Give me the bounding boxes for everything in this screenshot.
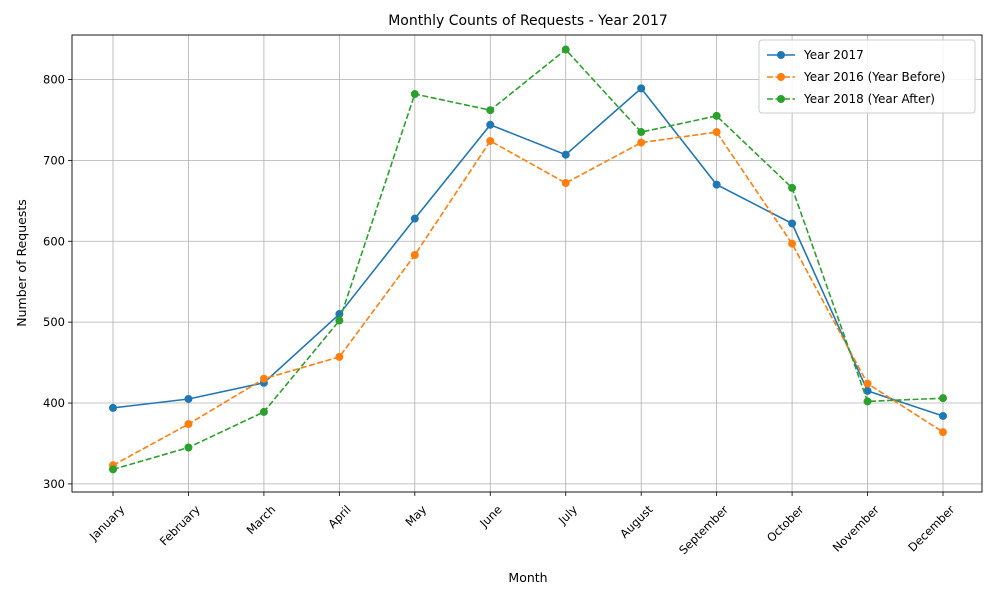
y-tick-label: 500 xyxy=(43,315,65,329)
x-tick-label: October xyxy=(764,502,807,545)
x-axis-ticks: January February March April May June July Augu… xyxy=(86,492,958,557)
x-tick-label: August xyxy=(617,502,656,541)
data-point xyxy=(259,407,268,416)
data-point xyxy=(486,136,495,145)
data-point xyxy=(335,352,344,361)
series-line xyxy=(112,48,944,471)
data-point xyxy=(184,394,193,403)
x-tick-label: April xyxy=(325,502,353,530)
data-point xyxy=(788,219,797,228)
data-point xyxy=(712,180,721,189)
data-point xyxy=(637,138,646,147)
data-point xyxy=(712,128,721,137)
data-point xyxy=(259,374,268,383)
plot-area-frame xyxy=(71,34,983,493)
y-tick-label: 400 xyxy=(43,396,65,410)
data-point xyxy=(637,128,646,137)
data-point xyxy=(410,90,419,99)
data-point xyxy=(863,386,872,395)
data-point xyxy=(184,443,193,452)
legend-item: Year 2018 (Year After) xyxy=(767,92,935,106)
legend-label: Year 2018 (Year After) xyxy=(803,92,935,106)
y-axis-title: Number of Requests xyxy=(14,199,29,327)
x-tick-label: September xyxy=(676,502,731,557)
data-point xyxy=(712,111,721,120)
legend-marker xyxy=(777,51,785,59)
x-tick-label: June xyxy=(476,502,504,530)
data-point xyxy=(863,379,872,388)
legend-frame xyxy=(758,39,976,114)
legend-label: Year 2017 xyxy=(803,48,864,62)
data-point xyxy=(939,411,947,420)
data-point xyxy=(561,150,570,159)
legend-marker xyxy=(777,95,785,103)
data-point xyxy=(410,214,419,223)
data-point xyxy=(486,120,495,129)
data-point xyxy=(561,179,570,188)
series-3 xyxy=(109,45,947,474)
series-2 xyxy=(109,128,947,470)
legend-item: Year 2017 xyxy=(767,48,864,62)
y-tick-label: 300 xyxy=(43,477,65,491)
data-point xyxy=(561,45,570,54)
data-point xyxy=(863,397,872,406)
x-tick-label: May xyxy=(402,502,429,529)
chart-title: Monthly Counts of Requests - Year 2017 xyxy=(388,13,668,29)
legend: Year 2017 Year 2016 (Year Before) Year 201… xyxy=(758,39,976,114)
y-tick-label: 600 xyxy=(43,234,65,248)
x-tick-label: December xyxy=(905,502,957,554)
data-point xyxy=(788,239,797,248)
series-layer xyxy=(109,45,947,474)
x-axis-title: Month xyxy=(508,570,547,585)
x-tick-label: July xyxy=(555,502,580,527)
data-point xyxy=(939,394,947,403)
legend-label: Year 2016 (Year Before) xyxy=(803,70,945,84)
data-point xyxy=(939,428,947,437)
data-point xyxy=(486,106,495,115)
x-tick-label: March xyxy=(244,502,279,537)
data-point xyxy=(109,465,117,474)
data-point xyxy=(788,183,797,192)
data-point xyxy=(335,316,344,325)
legend-marker xyxy=(777,73,785,81)
data-point xyxy=(410,251,419,260)
y-axis-ticks: 300 400 500 600 700 800 xyxy=(43,72,72,491)
y-tick-label: 800 xyxy=(43,72,65,86)
data-point xyxy=(184,420,193,429)
series-line xyxy=(112,131,944,467)
series-1 xyxy=(109,84,947,420)
legend-item: Year 2016 (Year Before) xyxy=(767,70,945,84)
x-tick-label: January xyxy=(86,502,128,544)
x-tick-label: November xyxy=(830,502,882,554)
y-tick-label: 700 xyxy=(43,153,65,167)
data-point xyxy=(637,84,646,93)
series-line xyxy=(112,87,944,417)
data-point xyxy=(109,403,117,412)
x-tick-label: February xyxy=(157,502,203,548)
